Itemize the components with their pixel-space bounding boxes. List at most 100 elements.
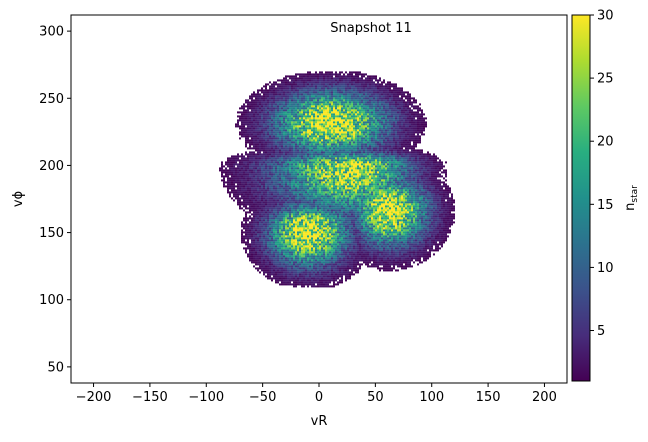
density-cell: [295, 119, 297, 122]
density-cell: [403, 101, 405, 104]
density-cell: [325, 173, 327, 176]
density-cell: [227, 171, 229, 174]
density-cell: [305, 77, 307, 80]
density-cell: [399, 127, 401, 130]
density-cell: [383, 93, 385, 96]
density-cell: [345, 175, 347, 178]
density-cell: [355, 165, 357, 168]
density-cell: [243, 129, 245, 132]
density-cell: [381, 109, 383, 112]
density-cell: [383, 165, 385, 168]
density-cell: [373, 173, 375, 176]
density-cell: [325, 125, 327, 128]
density-cell: [401, 127, 403, 130]
density-cell: [251, 153, 253, 156]
density-cell: [335, 97, 337, 100]
density-cell: [363, 165, 365, 168]
density-cell: [363, 169, 365, 172]
density-cell: [405, 159, 407, 162]
density-cell: [305, 103, 307, 106]
density-cell: [343, 143, 345, 146]
density-cell: [305, 133, 307, 136]
density-cell: [435, 173, 437, 176]
density-cell: [239, 169, 241, 172]
density-cell: [271, 117, 273, 120]
density-cell: [345, 171, 347, 174]
density-cell: [327, 131, 329, 134]
density-cell: [375, 137, 377, 140]
density-cell: [355, 171, 357, 174]
density-cell: [239, 107, 241, 110]
density-cell: [353, 177, 355, 180]
density-cell: [403, 131, 405, 134]
density-cell: [427, 171, 429, 174]
density-cell: [249, 175, 251, 178]
density-cell: [343, 165, 345, 168]
density-cell: [345, 155, 347, 158]
density-cell: [357, 91, 359, 94]
density-cell: [371, 149, 373, 152]
density-cell: [373, 153, 375, 156]
density-cell: [255, 93, 257, 96]
density-cell: [287, 103, 289, 106]
density-cell: [231, 175, 233, 178]
density-cell: [369, 115, 371, 118]
density-cell: [259, 129, 261, 132]
density-cell: [355, 113, 357, 116]
density-cell: [277, 83, 279, 86]
density-cell: [391, 113, 393, 116]
density-cell: [227, 165, 229, 168]
density-cell: [361, 101, 363, 104]
density-cell: [441, 163, 443, 166]
density-cell: [379, 179, 381, 182]
density-cell: [265, 163, 267, 166]
density-cell: [353, 109, 355, 112]
density-cell: [363, 91, 365, 94]
density-cell: [359, 139, 361, 142]
density-cell: [291, 105, 293, 108]
density-cell: [387, 105, 389, 108]
density-cell: [395, 115, 397, 118]
density-cell: [373, 77, 375, 80]
density-cell: [309, 83, 311, 86]
density-cell: [375, 155, 377, 158]
density-cell: [339, 141, 341, 144]
density-cell: [333, 181, 335, 184]
density-cell: [277, 137, 279, 140]
density-cell: [267, 103, 269, 106]
density-cell: [389, 139, 391, 142]
density-cell: [291, 111, 293, 114]
density-cell: [339, 115, 341, 118]
density-cell: [323, 161, 325, 164]
density-cell: [411, 175, 413, 178]
density-cell: [387, 121, 389, 124]
density-cell: [421, 175, 423, 178]
density-cell: [391, 175, 393, 178]
density-cell: [377, 175, 379, 178]
density-cell: [365, 157, 367, 160]
density-cell: [271, 103, 273, 106]
density-cell: [421, 169, 423, 172]
density-cell: [339, 109, 341, 112]
density-cell: [281, 133, 283, 136]
density-cell: [251, 103, 253, 106]
density-cell: [309, 157, 311, 160]
density-cell: [249, 173, 251, 176]
density-cell: [387, 163, 389, 166]
density-cell: [419, 165, 421, 168]
density-cell: [275, 159, 277, 162]
density-cell: [315, 121, 317, 124]
density-cell: [295, 173, 297, 176]
density-cell: [317, 183, 319, 186]
density-cell: [255, 101, 257, 104]
density-cell: [287, 169, 289, 172]
density-cell: [431, 155, 433, 158]
density-cell: [309, 75, 311, 78]
density-cell: [413, 155, 415, 158]
density-cell: [393, 135, 395, 138]
density-cell: [337, 119, 339, 122]
density-cell: [371, 103, 373, 106]
density-cell: [435, 155, 437, 158]
density-cell: [225, 175, 227, 178]
density-cell: [305, 149, 307, 152]
